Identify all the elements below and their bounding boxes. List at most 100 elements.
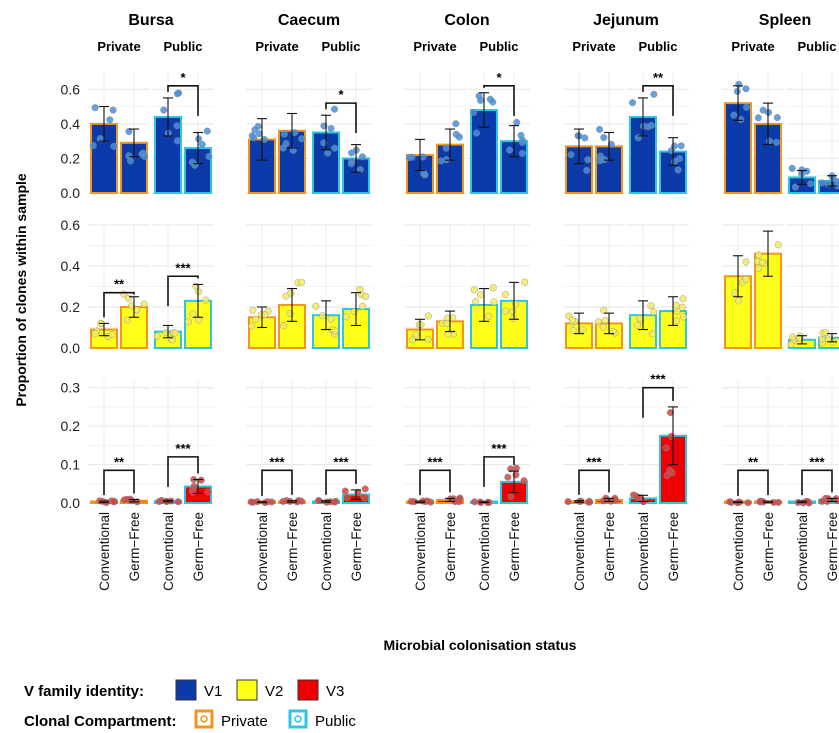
x-tick-label: Germ−Free	[825, 512, 839, 581]
compartment-label-public: Public	[797, 39, 836, 54]
data-point	[833, 497, 839, 505]
data-point	[320, 139, 328, 147]
data-point	[91, 330, 99, 338]
data-point	[423, 497, 431, 505]
data-point	[634, 494, 642, 502]
data-point	[444, 330, 452, 338]
data-point	[124, 316, 132, 324]
data-point	[791, 183, 799, 191]
bar-v1-caecum-public-germ-free	[342, 157, 370, 195]
data-point	[358, 153, 366, 161]
data-point	[758, 258, 766, 266]
data-point	[287, 289, 295, 297]
data-point	[133, 306, 141, 314]
data-point	[341, 487, 349, 495]
data-point	[579, 325, 587, 333]
significance-label: **	[114, 277, 125, 292]
data-point	[833, 177, 839, 185]
y-tick-label: 0.2	[61, 418, 81, 434]
data-point	[108, 331, 116, 339]
data-point	[521, 278, 529, 286]
data-point	[774, 241, 782, 249]
data-point	[490, 298, 498, 306]
data-point	[106, 116, 114, 124]
data-point	[586, 498, 594, 506]
legend-label-v3: V3	[326, 683, 344, 700]
data-point	[759, 106, 767, 114]
data-point	[600, 306, 608, 314]
data-point	[359, 302, 367, 310]
data-point	[609, 327, 617, 335]
significance-label: ***	[491, 441, 507, 456]
facet-title-colon: Colon	[444, 12, 489, 29]
compartment-label-public: Public	[638, 39, 677, 54]
data-point	[502, 307, 510, 315]
significance-label: ***	[333, 454, 349, 469]
data-point	[195, 135, 203, 143]
data-point	[205, 152, 213, 160]
data-point	[754, 114, 762, 122]
data-point	[742, 275, 750, 283]
data-point	[251, 126, 259, 134]
data-point	[676, 155, 684, 163]
compartment-label-private: Private	[731, 39, 774, 54]
significance-bracket	[483, 456, 515, 487]
data-point	[452, 120, 460, 128]
data-point	[362, 292, 370, 300]
significance-label: ***	[175, 260, 191, 275]
data-point	[773, 138, 781, 146]
bar-v1-bursa-public-conventional	[154, 115, 182, 194]
data-point	[744, 499, 752, 507]
significance-label: ***	[427, 454, 443, 469]
data-point	[666, 409, 674, 417]
compartment-label-private: Private	[413, 39, 456, 54]
compartment-label-private: Private	[255, 39, 298, 54]
data-point	[198, 140, 206, 148]
significance-label: ***	[269, 454, 285, 469]
data-point	[424, 335, 432, 343]
data-point	[818, 497, 826, 505]
compartment-label-public: Public	[321, 39, 360, 54]
data-point	[636, 315, 644, 323]
data-point	[818, 335, 826, 343]
data-point	[788, 164, 796, 172]
significance-bracket	[325, 102, 357, 134]
data-point	[489, 98, 497, 106]
data-point	[742, 258, 750, 266]
data-point	[519, 136, 527, 144]
data-point	[470, 108, 478, 116]
data-point	[324, 149, 332, 157]
significance-label: ***	[809, 454, 825, 469]
facet-title-jejunum: Jejunum	[593, 12, 659, 29]
data-point	[509, 307, 517, 315]
compartment-label-private: Private	[97, 39, 140, 54]
data-point	[109, 106, 117, 114]
data-point	[110, 142, 118, 150]
data-point	[171, 329, 179, 337]
data-point	[318, 312, 326, 320]
data-point	[298, 135, 306, 143]
data-point	[647, 121, 655, 129]
data-point	[203, 127, 211, 135]
data-point	[312, 302, 320, 310]
bar-v1-colon-public-germ-free	[500, 140, 528, 194]
data-point	[184, 318, 192, 326]
data-point	[818, 179, 826, 187]
data-point	[160, 106, 168, 114]
data-point	[195, 288, 203, 296]
data-point	[485, 312, 493, 320]
data-point	[89, 142, 97, 150]
facet-title-bursa: Bursa	[128, 12, 173, 29]
data-point	[472, 298, 480, 306]
data-point	[175, 89, 183, 97]
data-point	[662, 444, 670, 452]
data-point	[679, 313, 687, 321]
data-point	[280, 130, 288, 138]
x-tick-label: Germ−Free	[127, 512, 142, 581]
data-point	[650, 90, 658, 98]
data-point	[173, 122, 181, 130]
data-point	[347, 160, 355, 168]
y-tick-label: 0.0	[61, 340, 81, 356]
data-point	[204, 488, 212, 496]
compartment-label-public: Public	[479, 39, 518, 54]
